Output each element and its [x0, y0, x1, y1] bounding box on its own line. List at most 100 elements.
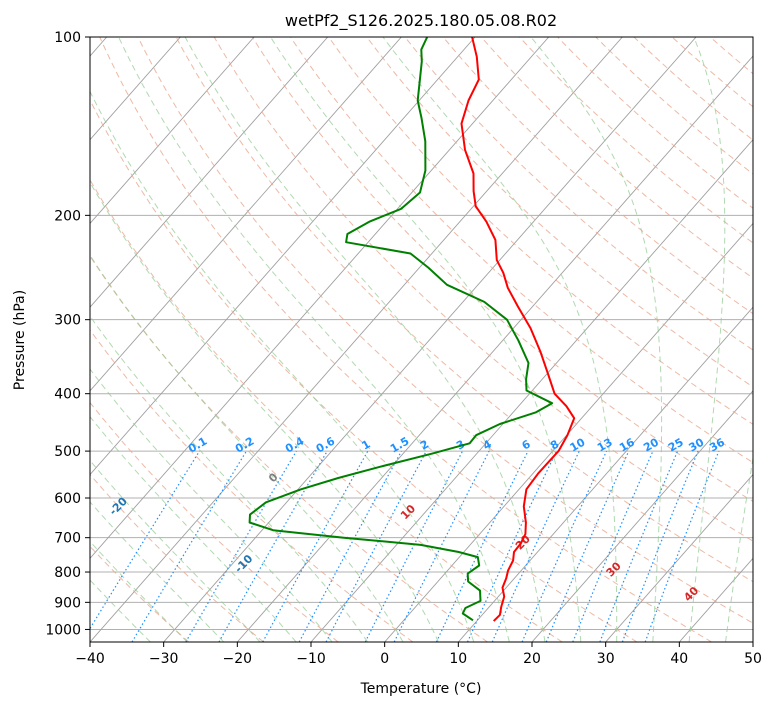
mixing-ratio-label: 25	[666, 436, 686, 455]
moist-adiabat-line	[270, 37, 582, 642]
mixing-ratio-line	[325, 450, 427, 642]
mixing-ratio-line	[393, 450, 490, 642]
dry-adiabat-line	[90, 98, 638, 642]
isotherm-gridline	[384, 222, 753, 642]
dry-adiabat-line	[90, 255, 488, 642]
moist-adiabat-line	[90, 181, 439, 642]
moist-adiabat-line	[90, 368, 333, 642]
dry-adiabat-line	[480, 37, 753, 279]
isotherm-gridline	[90, 37, 623, 642]
moist-adiabat-line	[725, 455, 753, 642]
mixing-ratio-label: 1.5	[388, 435, 411, 456]
moist-adiabat-line	[184, 37, 546, 642]
isotherm-gridline	[90, 37, 402, 392]
dry-adiabat-line	[213, 37, 753, 542]
dry-adiabat-line	[633, 37, 753, 141]
mixing-ratio-line	[599, 450, 679, 642]
moist-adiabat-line	[90, 540, 188, 642]
mixing-ratio-label: 0.6	[314, 434, 338, 455]
y-tick-label: 900	[54, 595, 81, 611]
x-tick-label: 50	[744, 651, 762, 667]
plot-frame	[89, 36, 754, 643]
mixing-ratio-line	[218, 450, 328, 642]
moist-adiabat-line	[118, 37, 510, 642]
mixing-ratio-label: 6	[520, 437, 533, 452]
isotherm-gridline	[752, 641, 753, 642]
mixing-ratio-line	[491, 450, 580, 642]
y-tick-label: 1000	[45, 622, 81, 638]
y-tick-label: 800	[54, 565, 81, 581]
sounding-profiles	[248, 37, 576, 622]
x-tick-label: −30	[149, 651, 179, 667]
mixing-ratio-label: 16	[617, 435, 637, 454]
dry-adiabat-line	[519, 37, 753, 244]
moist-adiabat-label: 10	[398, 502, 418, 522]
y-tick-label: 700	[54, 531, 81, 547]
moist-adiabat-line	[90, 459, 261, 642]
isotherm-gridline	[90, 37, 181, 141]
mixing-ratio-line	[621, 450, 699, 642]
dry-adiabat-line	[328, 37, 753, 425]
dry-adiabat-line	[137, 37, 753, 624]
dry-adiabat-line	[671, 37, 753, 108]
isotherm-gridline	[90, 37, 550, 559]
mixing-ratio-label: 13	[595, 436, 615, 455]
y-tick-label: 100	[54, 30, 81, 46]
dry-adiabat-line	[90, 329, 414, 642]
dry-adiabat-line	[90, 473, 264, 642]
dry-adiabat-line	[366, 37, 753, 388]
y-tick-label: 300	[54, 313, 81, 329]
moist-adiabat-label: 30	[604, 559, 624, 579]
dry-adiabat-label: -30	[0, 437, 19, 460]
mixing-ratio-line	[545, 450, 630, 642]
dry-adiabat-line	[442, 37, 753, 315]
dry-adiabat-line	[99, 37, 712, 642]
moist-adiabat-line	[90, 501, 225, 642]
isotherm-gridline	[90, 37, 476, 476]
mixing-ratio-line	[644, 450, 720, 642]
y-tick-label: 400	[54, 387, 81, 403]
mixing-ratio-label: 30	[686, 435, 706, 454]
isotherm-gridline	[163, 37, 697, 642]
moist-adiabat-line	[90, 254, 404, 642]
dry-adiabat-line	[90, 545, 190, 642]
dry-adiabat-line	[251, 37, 753, 503]
mixing-ratio-line	[435, 450, 529, 642]
temperature-profile-line	[460, 37, 576, 622]
isotherm-gridline	[90, 37, 329, 308]
moist-adiabat-label: 40	[681, 584, 701, 604]
moist-adiabat-line	[90, 315, 369, 642]
mixing-ratio-line	[298, 450, 403, 642]
dry-adiabat-line	[290, 37, 753, 464]
mixing-ratio-label: 10	[568, 435, 588, 454]
y-tick-label: 600	[54, 491, 81, 507]
x-tick-label: 40	[670, 651, 688, 667]
dry-adiabat-line	[175, 37, 753, 583]
dry-adiabat-line	[90, 178, 563, 642]
chart-title: wetPf2_S126.2025.180.05.08.R02	[285, 11, 557, 31]
x-tick-label: −40	[75, 651, 105, 667]
x-tick-label: 30	[597, 651, 615, 667]
isotherm-gridline	[678, 557, 753, 642]
moist-adiabat-line	[90, 90, 475, 642]
dry-adiabat-line	[557, 37, 753, 209]
y-tick-label: 500	[54, 444, 81, 460]
x-tick-label: −10	[296, 651, 326, 667]
y-tick-label: 200	[54, 208, 81, 224]
y-axis-label: Pressure (hPa)	[12, 290, 28, 390]
mixing-ratio-line	[572, 450, 654, 642]
moist-adiabat-line	[530, 37, 663, 642]
moist-adiabat-line	[688, 37, 726, 642]
isotherm-gridline	[90, 37, 255, 225]
x-tick-label: 20	[523, 651, 541, 667]
mixing-ratio-line	[521, 450, 608, 642]
mixing-ratio-line	[262, 450, 369, 642]
mixing-ratio-line	[90, 450, 201, 630]
dry-adiabat-line	[90, 401, 339, 642]
mixing-ratio-line	[364, 450, 464, 642]
mixing-ratio-label: 0.1	[186, 435, 209, 456]
mixing-ratio-label: 20	[641, 435, 661, 454]
axis-ticks: −40 −30 −20 −10 0 10 20 30 40 5010020030040050060…	[45, 30, 762, 667]
